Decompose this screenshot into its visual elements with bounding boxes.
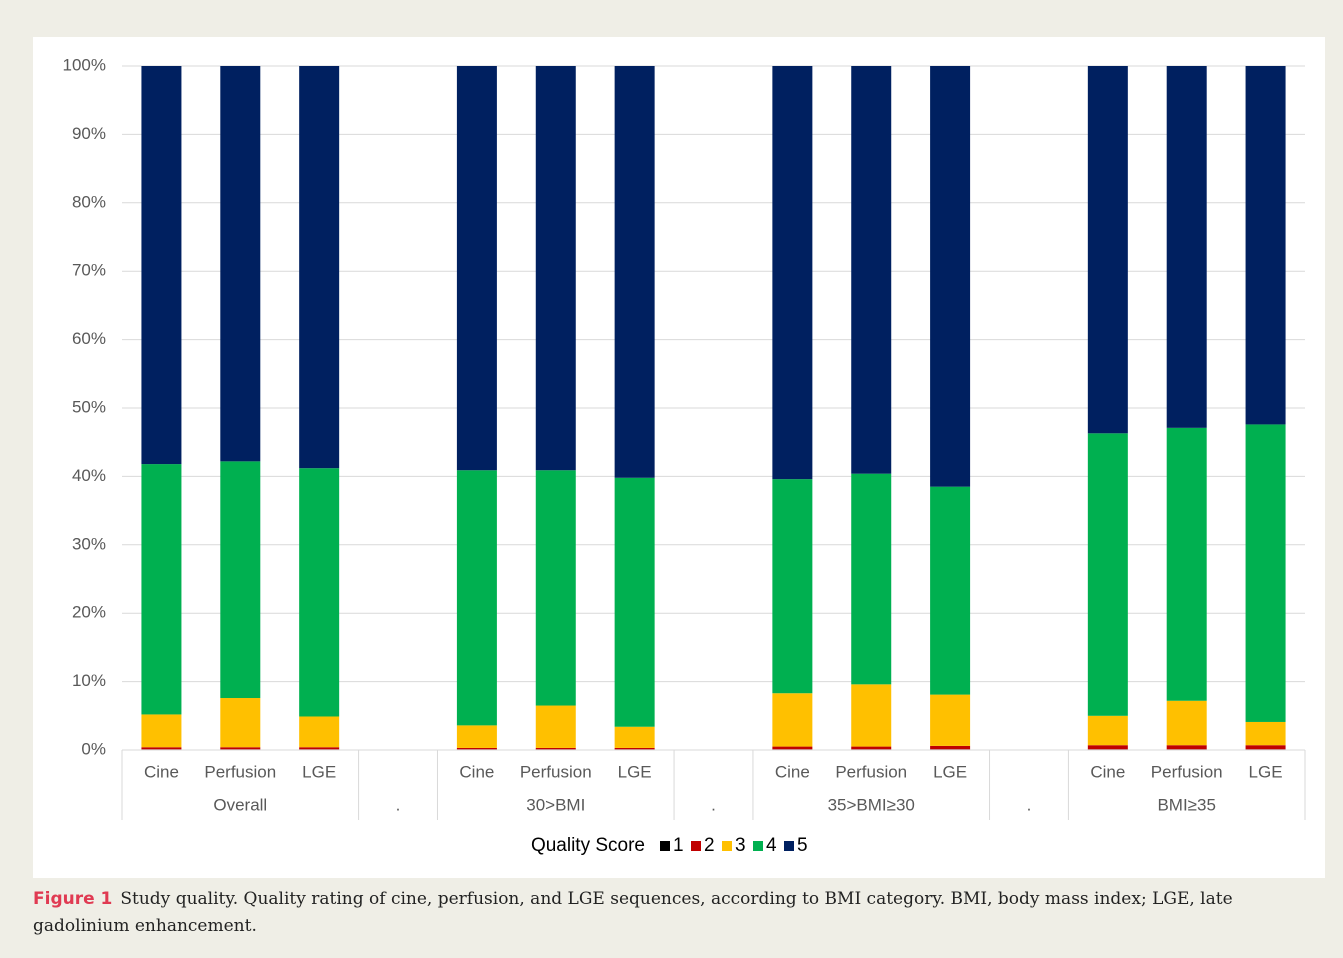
bar-segment (299, 716, 340, 748)
bar-segment (1245, 721, 1286, 746)
y-tick-label: 70% (72, 261, 106, 280)
y-tick-label: 80% (72, 192, 106, 211)
bar-segment (930, 66, 971, 487)
bar-segment (535, 470, 576, 706)
bar-segment (1245, 66, 1286, 425)
y-tick-label: 0% (81, 739, 106, 758)
figure-label: Figure 1 (33, 889, 113, 909)
bar-segment (535, 747, 576, 750)
bar-segment (535, 705, 576, 748)
bar-segment (456, 747, 497, 750)
bar-segment (141, 714, 182, 748)
chart: 0% 10% 20% 30% 40% 50% 60% 70% 80% 90% 100% Cine Per… (63, 55, 1306, 856)
x-tick-label: Perfusion (835, 762, 907, 781)
bar-segment (141, 464, 182, 715)
bar-segment (141, 747, 182, 750)
bar-segment (772, 66, 813, 480)
x-tick-label: Perfusion (204, 762, 276, 781)
bar-segment (299, 66, 340, 469)
y-tick-label: 10% (72, 671, 106, 690)
y-tick-label: 100% (63, 55, 106, 74)
y-tick-label: 40% (72, 466, 106, 485)
bar-segment (772, 693, 813, 747)
bar-segment (851, 746, 892, 750)
bar-segment (1087, 745, 1128, 750)
y-tick-label: 60% (72, 329, 106, 348)
group-label: BMI≥35 (1157, 795, 1215, 814)
x-tick-label: LGE (618, 762, 652, 781)
bar-segment (1166, 745, 1207, 750)
bar-segment (614, 726, 655, 748)
x-tick-label: Cine (144, 762, 179, 781)
group-label: 35>BMI≥30 (828, 795, 915, 814)
bar-segment (535, 66, 576, 471)
bar-segment (1245, 424, 1286, 722)
bar-segment (1166, 66, 1207, 428)
legend-swatch (753, 841, 763, 851)
x-tick-label: Perfusion (1151, 762, 1223, 781)
bar-segment (299, 468, 340, 717)
bar-segment (851, 66, 892, 474)
bar-segment (299, 747, 340, 750)
bar-segment (141, 66, 182, 465)
bar-segment (1166, 700, 1207, 746)
x-tick-label: Cine (459, 762, 494, 781)
bar-segment (1245, 745, 1286, 750)
x-tick-label: LGE (302, 762, 336, 781)
bar-segment (614, 477, 655, 727)
bar-segment (930, 745, 971, 750)
bar-segment (220, 461, 261, 699)
bar-segment (456, 66, 497, 471)
legend-label: 5 (797, 835, 808, 856)
bar-segment (772, 479, 813, 694)
caption-text: Study quality. Quality rating of cine, p… (33, 889, 1233, 936)
y-tick-label: 20% (72, 603, 106, 622)
bar-segment (930, 694, 971, 746)
group-label: . (711, 795, 716, 814)
bar-segment (220, 698, 261, 748)
bar-segment (1087, 66, 1128, 434)
x-tick-label: Perfusion (520, 762, 592, 781)
bar-segment (1166, 427, 1207, 701)
legend-label: 3 (735, 835, 746, 856)
bar-segment (614, 747, 655, 750)
legend-label: 4 (766, 835, 777, 856)
bar-segment (772, 746, 813, 750)
bar-segment (1087, 433, 1128, 716)
legend-title: Quality Score (531, 835, 645, 856)
legend-swatch (691, 841, 701, 851)
group-label: . (1027, 795, 1032, 814)
y-tick-label: 50% (72, 397, 106, 416)
bar-segment (456, 470, 497, 726)
x-tick-label: LGE (1249, 762, 1283, 781)
group-label: . (396, 795, 401, 814)
bar-segment (220, 747, 261, 750)
bar-segment (614, 66, 655, 478)
figure-caption: Figure 1 Study quality. Quality rating of… (33, 886, 1313, 940)
bar-segment (1087, 715, 1128, 746)
bar-segment (851, 473, 892, 685)
x-tick-label: Cine (1090, 762, 1125, 781)
legend-label: 2 (704, 835, 715, 856)
legend-label: 1 (673, 835, 684, 856)
bar-segment (851, 684, 892, 747)
x-tick-label: Cine (775, 762, 810, 781)
legend-swatch (722, 841, 732, 851)
legend-swatch (784, 841, 794, 851)
y-tick-label: 90% (72, 124, 106, 143)
bar-segment (930, 486, 971, 695)
bar-segment (456, 725, 497, 748)
x-tick-label: LGE (933, 762, 967, 781)
group-label: 30>BMI (526, 795, 585, 814)
group-label: Overall (213, 795, 267, 814)
legend-swatch (660, 841, 670, 851)
bar-segment (220, 66, 261, 462)
y-tick-label: 30% (72, 534, 106, 553)
